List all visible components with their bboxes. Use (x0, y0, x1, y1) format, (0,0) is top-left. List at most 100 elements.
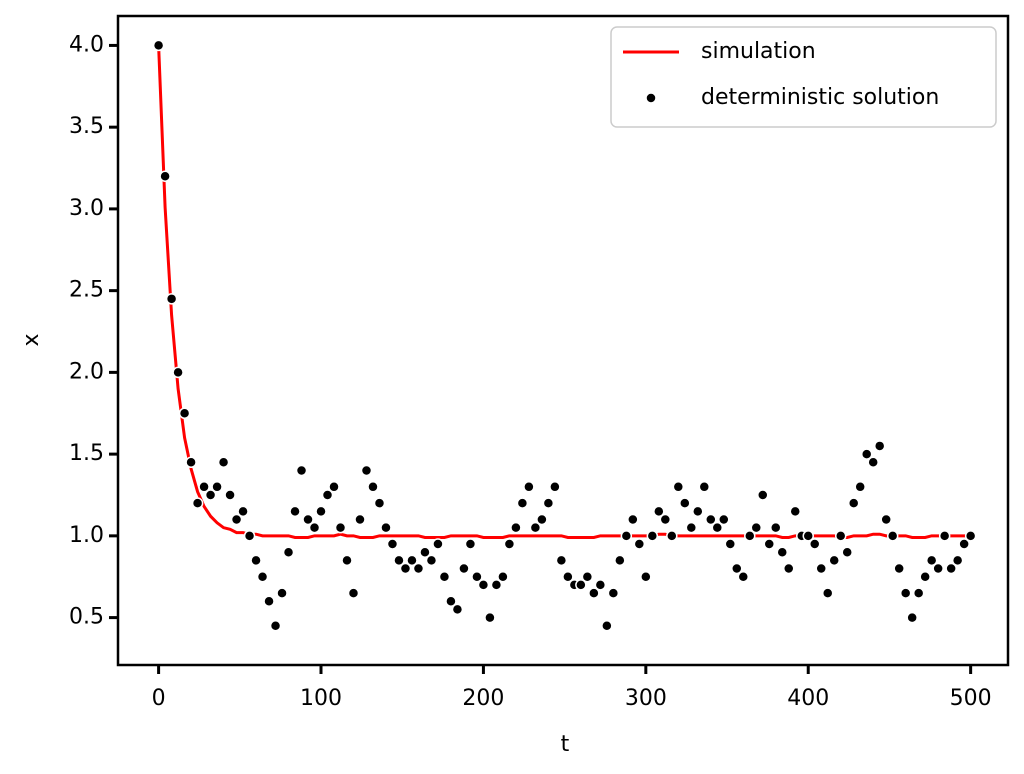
data-point (477, 579, 490, 591)
data-point (549, 481, 561, 493)
data-point (438, 570, 451, 583)
data-point (321, 489, 334, 501)
data-point (354, 513, 366, 526)
data-point (451, 603, 464, 616)
data-point (334, 521, 347, 534)
data-point (802, 530, 814, 542)
data-point (620, 530, 633, 542)
data-point (243, 530, 256, 542)
data-point (523, 481, 535, 493)
data-point (386, 538, 399, 550)
data-point (757, 489, 769, 501)
data-point (633, 538, 646, 550)
y-tick-label: 1.0 (69, 523, 104, 548)
data-point (919, 570, 931, 583)
x-tick-label: 0 (152, 686, 166, 711)
data-point (399, 562, 412, 575)
data-point (627, 513, 639, 526)
y-tick-label: 1.5 (69, 441, 104, 466)
data-point (821, 587, 834, 599)
data-point (562, 570, 574, 583)
data-point (958, 538, 970, 550)
legend-box (610, 26, 997, 128)
data-point (393, 554, 405, 567)
data-point (886, 530, 899, 542)
x-tick-label: 200 (462, 686, 504, 711)
y-tick-label: 4.0 (69, 32, 104, 57)
data-point (906, 611, 918, 624)
data-point (847, 497, 860, 509)
data-point (932, 562, 944, 575)
data-point (672, 481, 685, 493)
data-point (588, 587, 600, 599)
data-point (581, 570, 594, 583)
data-point (659, 513, 672, 526)
data-point (750, 521, 763, 534)
data-point (230, 513, 243, 526)
axes-frame (116, 14, 1010, 667)
data-point (873, 440, 886, 452)
data-point (347, 587, 360, 599)
data-point (367, 481, 379, 493)
data-point (763, 538, 776, 550)
legend-swatch (645, 92, 657, 104)
data-point (172, 366, 184, 379)
data-point (308, 521, 321, 534)
data-point (601, 620, 613, 632)
data-point (542, 497, 555, 509)
data-point (282, 546, 295, 558)
data-point (224, 489, 236, 501)
data-point (497, 570, 509, 583)
data-point (464, 538, 477, 550)
data-point (964, 530, 977, 542)
data-point (458, 562, 470, 575)
data-point (302, 513, 314, 526)
data-point (289, 505, 301, 518)
data-point (912, 587, 925, 599)
data-point (938, 530, 951, 542)
data-point (419, 546, 431, 558)
data-point (594, 579, 607, 591)
data-point (516, 497, 529, 509)
data-point (328, 481, 340, 493)
data-point (666, 530, 678, 542)
data-point (204, 489, 217, 501)
legend-label: simulation (701, 39, 816, 64)
data-point (854, 481, 866, 493)
data-point (685, 521, 698, 534)
data-point (679, 497, 691, 509)
data-point (776, 546, 789, 558)
data-point (217, 456, 230, 469)
data-point (152, 39, 165, 52)
data-point (575, 579, 587, 591)
x-tick-label: 100 (300, 686, 342, 711)
data-point (529, 521, 542, 534)
y-tick-label: 2.0 (69, 359, 104, 384)
data-point (198, 481, 210, 493)
data-point (724, 538, 737, 550)
data-point (698, 481, 711, 493)
data-point (490, 579, 503, 591)
x-tick-label: 400 (787, 686, 829, 711)
data-point (341, 554, 353, 567)
data-point (834, 530, 847, 542)
data-point (607, 587, 620, 599)
data-point (951, 554, 964, 567)
data-point (373, 497, 386, 509)
data-point (185, 456, 197, 469)
data-point (315, 505, 327, 518)
data-point (263, 595, 275, 607)
data-point (737, 570, 750, 583)
data-point (744, 530, 756, 542)
data-point (159, 170, 171, 182)
data-point (614, 554, 626, 567)
data-point (432, 538, 444, 550)
y-tick-label: 2.5 (69, 278, 104, 303)
data-point (718, 513, 730, 526)
data-point (360, 464, 373, 477)
y-tick-label: 0.5 (69, 605, 104, 630)
data-point (269, 620, 282, 632)
x-tick-label: 500 (950, 686, 992, 711)
data-point (503, 538, 516, 550)
